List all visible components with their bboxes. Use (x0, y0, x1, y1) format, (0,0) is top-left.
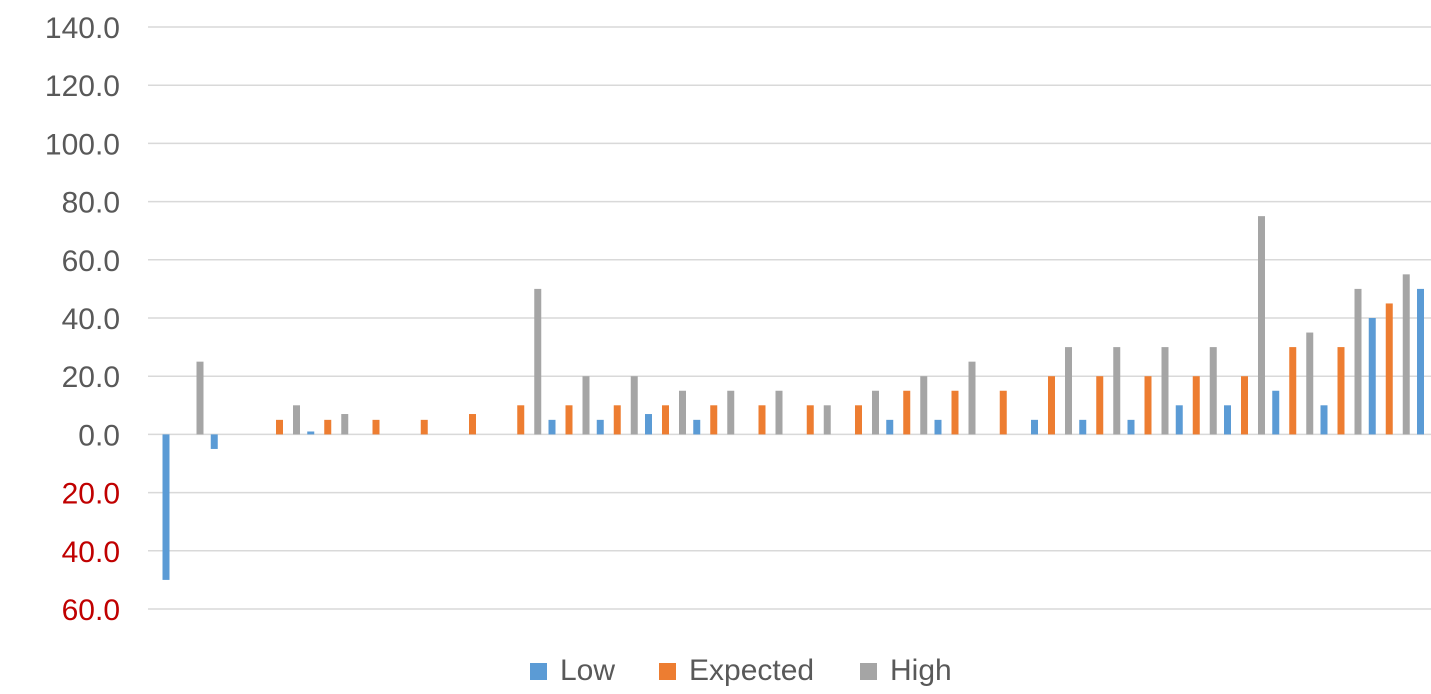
bar-expected (1337, 347, 1345, 435)
bar-low (1127, 419, 1135, 435)
bar-high (679, 390, 686, 435)
y-tick-label: 40.0 (62, 303, 120, 336)
bar-low (934, 419, 942, 435)
y-tick-label: 0.0 (78, 419, 120, 452)
bar-low (307, 431, 315, 435)
bar-low (1031, 419, 1038, 435)
bar-expected (613, 405, 621, 435)
bar-expected (758, 405, 766, 435)
legend-item-high: High (860, 654, 952, 687)
gridlines (148, 26, 1431, 610)
legend-swatch (860, 663, 877, 680)
bar-expected (517, 405, 525, 435)
bar-expected (420, 419, 428, 435)
bar-high (293, 405, 300, 435)
bar-expected (372, 419, 380, 435)
bar-high (1258, 216, 1265, 435)
bar-high (823, 405, 831, 435)
bar-low (210, 434, 218, 449)
bar-high (775, 390, 783, 435)
bar-low (886, 419, 894, 435)
y-tick-label: 140.0 (45, 12, 120, 45)
bar-high (872, 390, 879, 435)
y-tick-label: 40.0 (62, 536, 120, 569)
bar-high (630, 376, 638, 435)
bar-high (534, 288, 542, 435)
bar-expected (903, 390, 911, 435)
bar-expected (999, 390, 1007, 435)
bar-high (727, 390, 735, 435)
bar-high (1209, 347, 1217, 435)
bar-high (920, 376, 928, 435)
y-tick-label: 60.0 (62, 245, 120, 278)
bar-expected (806, 405, 814, 435)
y-tick-label: 20.0 (62, 478, 120, 511)
bar-high (1306, 332, 1314, 435)
bar-expected (855, 405, 862, 435)
bar-low (1272, 390, 1280, 435)
y-tick-label: 100.0 (45, 128, 120, 161)
y-tick-label: 60.0 (62, 594, 120, 627)
bar-expected (1144, 376, 1152, 435)
bar-high (1065, 347, 1072, 435)
bar-high (1402, 274, 1410, 435)
legend-label: High (890, 654, 952, 687)
bar-low (645, 414, 652, 435)
bar-expected (951, 390, 959, 435)
legend-label: Expected (689, 654, 814, 687)
bar-expected (324, 419, 332, 435)
bar-low (1417, 288, 1424, 435)
bar-high (582, 376, 590, 435)
y-tick-label: 80.0 (62, 187, 120, 220)
bar-expected (662, 405, 669, 435)
bar-expected (1096, 376, 1104, 435)
bar-expected (1385, 303, 1393, 435)
bar-expected (565, 405, 573, 435)
legend-item-low: Low (530, 654, 615, 687)
legend-swatch (659, 663, 676, 680)
bar-high (1161, 347, 1169, 435)
legend-swatch (530, 663, 547, 680)
legend-item-expected: Expected (659, 654, 814, 687)
bar-low (596, 419, 604, 435)
y-tick-label: 120.0 (45, 70, 120, 103)
bar-expected (1241, 376, 1248, 435)
bar-expected (710, 405, 718, 435)
bar-expected (1289, 347, 1297, 435)
bar-high (341, 414, 349, 435)
bar-high (196, 361, 204, 435)
bar-expected (1048, 376, 1055, 435)
bar-expected (469, 414, 476, 435)
legend: Low Expected High (530, 654, 952, 687)
bar-low (1368, 318, 1376, 435)
bar-low (162, 434, 170, 580)
bars (162, 216, 1424, 580)
bar-low (1175, 405, 1183, 435)
bar-low (548, 419, 556, 435)
bar-high (1113, 347, 1121, 435)
y-axis-ticks: 140.0 120.0 100.0 80.0 60.0 40.0 20.0 0.0 20.0 40… (45, 12, 120, 627)
bar-low (1224, 405, 1231, 435)
bar-high (1354, 288, 1362, 435)
bar-low (1320, 405, 1328, 435)
y-tick-label: 20.0 (62, 361, 120, 394)
bar-low (1079, 419, 1087, 435)
legend-label: Low (560, 654, 615, 687)
bar-low (693, 419, 701, 435)
bar-expected (276, 419, 283, 435)
bar-high (968, 361, 976, 435)
bar-expected (1192, 376, 1200, 435)
